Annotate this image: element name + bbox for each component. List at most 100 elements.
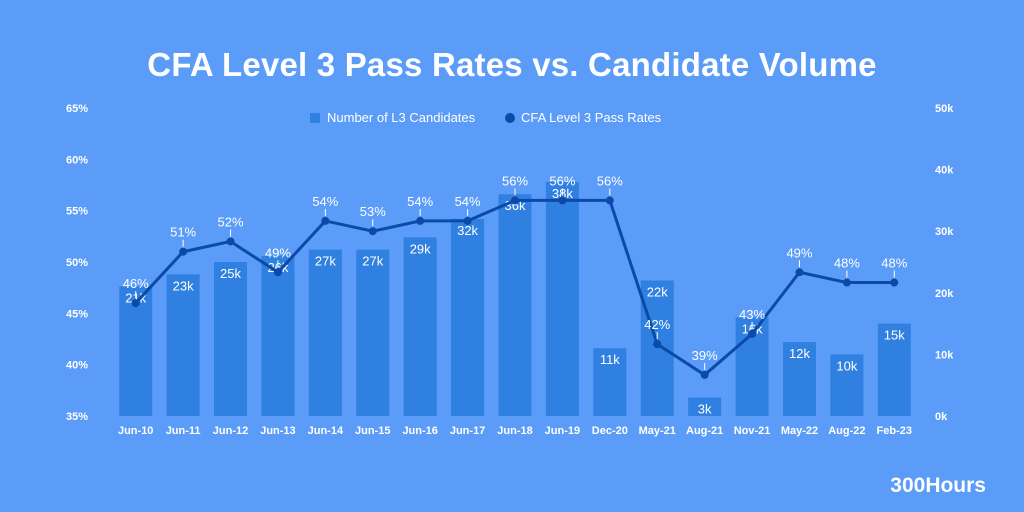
x-axis-tick-label: Jun-14 <box>308 425 344 437</box>
line-data-label: 46% <box>123 276 149 291</box>
line-point <box>890 278 899 287</box>
line-data-label: 49% <box>265 245 291 260</box>
right-axis-tick-label: 20k <box>935 288 954 300</box>
line-data-label: 48% <box>834 256 860 271</box>
legend-bar-swatch <box>310 113 320 123</box>
x-axis-tick-label: Jun-11 <box>166 425 201 437</box>
bar-series <box>119 181 911 416</box>
x-axis-tick-label: Jun-16 <box>402 425 437 437</box>
line-data-label: 56% <box>502 173 528 188</box>
bar <box>877 323 911 416</box>
x-axis-tick-label: Jun-17 <box>450 425 485 437</box>
bar-data-label: 27k <box>315 254 336 269</box>
line-data-label: 43% <box>739 307 765 322</box>
x-axis-tick-label: Nov-21 <box>734 425 771 437</box>
left-axis-tick-label: 65% <box>66 103 88 115</box>
line-point <box>131 299 140 308</box>
x-axis-tick-label: Jun-13 <box>260 425 295 437</box>
line-point <box>653 340 662 349</box>
bar <box>498 194 532 416</box>
bar-data-label: 22k <box>647 284 668 299</box>
line-point <box>511 196 519 205</box>
line-data-label: 53% <box>360 204 386 219</box>
bar <box>308 249 342 416</box>
x-axis-tick-label: Aug-21 <box>686 425 723 437</box>
line-data-label: 48% <box>881 256 907 271</box>
bar-data-label: 21k <box>125 291 146 306</box>
line-point <box>558 196 567 205</box>
line-point <box>748 329 757 338</box>
line-data-label: 56% <box>597 173 623 188</box>
left-axis-tick-label: 55% <box>66 206 88 218</box>
x-axis-tick-label: May-21 <box>639 425 676 437</box>
line-point <box>700 370 709 379</box>
bar <box>830 354 864 416</box>
bar-data-label: 15k <box>884 328 905 343</box>
x-axis-tick-label: Feb-23 <box>877 425 912 437</box>
bar-data-label: 27k <box>362 254 383 269</box>
x-axis-tick-label: Dec-20 <box>592 425 628 437</box>
x-axis-tick-label: Jun-12 <box>213 425 248 437</box>
x-axis: Jun-10 Jun-11 Jun-12 Jun-13 Jun-14 Jun-15 Jun-… <box>118 425 912 437</box>
chart-title: CFA Level 3 Pass Rates vs. Candidate Vol… <box>147 46 877 83</box>
left-axis-tick-label: 60% <box>66 154 88 166</box>
bar <box>261 255 295 416</box>
x-axis-tick-label: Aug-22 <box>828 425 865 437</box>
right-axis-tick-label: 40k <box>935 165 954 177</box>
right-axis-tick-label: 50k <box>935 103 954 115</box>
bar <box>451 218 485 416</box>
bar <box>688 397 722 416</box>
bar-data-label: 32k <box>457 223 478 238</box>
bar <box>166 274 200 416</box>
bar-data-label: 23k <box>173 278 194 293</box>
bar-data-label: 10k <box>836 358 857 373</box>
legend-line-swatch <box>505 113 515 123</box>
line-data-label: 56% <box>549 173 575 188</box>
bar-data-label: 12k <box>789 346 810 361</box>
bar <box>356 249 390 416</box>
x-axis-tick-label: Jun-10 <box>118 425 153 437</box>
line-data-label: 54% <box>312 194 338 209</box>
left-axis-tick-label: 50% <box>66 257 88 269</box>
right-axis-tick-label: 0k <box>935 411 948 423</box>
left-axis-tick-label: 35% <box>66 411 88 423</box>
bar <box>593 348 627 416</box>
bar-data-label: 11k <box>600 352 620 367</box>
line-point <box>795 268 804 277</box>
brand-logo: 300Hours <box>890 474 986 497</box>
line-series <box>131 196 899 379</box>
x-axis-tick-label: Jun-19 <box>545 425 580 437</box>
x-axis-tick-label: Jun-18 <box>497 425 532 437</box>
bar-data-label: 25k <box>220 266 241 281</box>
x-axis-tick-label: May-22 <box>781 425 818 437</box>
line-point <box>273 268 282 277</box>
bar <box>640 280 674 416</box>
right-axis-tick-label: 10k <box>935 349 954 361</box>
line-data-label: 42% <box>644 317 670 332</box>
line-data-label: 54% <box>455 194 481 209</box>
bar-data-label: 26k <box>267 260 288 275</box>
line-point <box>226 237 235 246</box>
left-axis: 35% 40% 45% 50% 55% 60% 65% <box>66 103 88 423</box>
left-axis-tick-label: 40% <box>66 360 88 372</box>
line-point <box>321 216 330 225</box>
line-point <box>463 216 472 225</box>
bar-data-label: 3k <box>698 402 712 417</box>
bar <box>545 181 579 416</box>
line-point <box>416 216 425 225</box>
bar <box>214 262 248 416</box>
line-data-label: 51% <box>170 225 196 240</box>
line-data-label: 52% <box>218 214 244 229</box>
right-axis-tick-label: 30k <box>935 226 954 238</box>
line-point <box>179 247 188 256</box>
left-axis-tick-label: 45% <box>66 308 88 320</box>
line-data-label: 49% <box>786 245 812 260</box>
line-point <box>368 227 377 236</box>
bar <box>119 286 153 416</box>
bar-data-label: 29k <box>410 241 431 256</box>
line-point <box>842 278 851 287</box>
bar <box>782 342 816 416</box>
right-axis: 0k 10k 20k 30k 40k 50k <box>935 103 954 423</box>
